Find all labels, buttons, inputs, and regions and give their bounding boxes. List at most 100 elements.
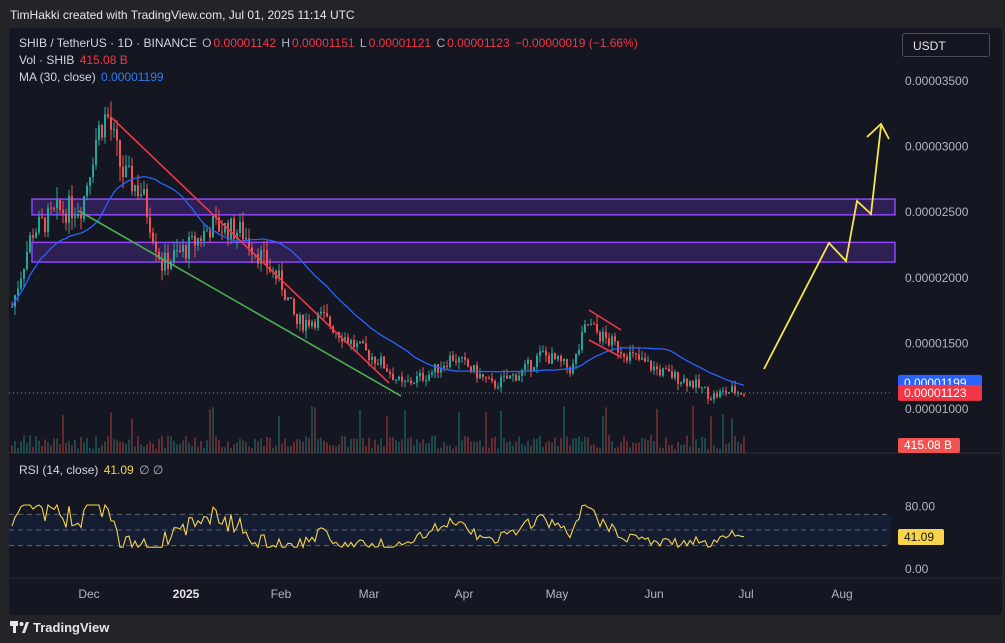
volume-bar <box>257 441 259 453</box>
volume-bar <box>437 448 439 453</box>
candle-body <box>260 250 262 264</box>
candle-body <box>674 372 676 379</box>
volume-bar <box>146 444 148 453</box>
candle-body <box>509 375 511 379</box>
volume-bar <box>662 448 664 453</box>
rsi-value: 41.09 <box>103 463 134 477</box>
low-label: L <box>359 36 367 50</box>
volume-bar <box>584 436 586 453</box>
candle-body <box>665 368 667 370</box>
volume-bar <box>329 445 331 453</box>
chart-frame[interactable]: 0.00003500 0.00003000 0.00002500 0.00002000… <box>9 28 1002 615</box>
candle-body <box>425 380 427 382</box>
candle-body <box>458 357 460 363</box>
candle-body <box>104 114 106 138</box>
candle-body <box>587 324 589 326</box>
volume-bar <box>182 440 184 453</box>
candle-body <box>74 216 76 219</box>
volume-bar <box>224 447 226 453</box>
volume-bar <box>209 409 211 453</box>
volume-bar <box>389 436 391 453</box>
candle-body <box>593 323 595 325</box>
candle-body <box>314 321 316 328</box>
candle-body <box>551 353 553 364</box>
candle-body <box>659 369 661 376</box>
candle-body <box>206 230 208 232</box>
candle-body <box>107 114 109 117</box>
candle-body <box>392 373 394 381</box>
volume-bar <box>650 435 652 453</box>
volume-bar <box>704 438 706 453</box>
candle-body <box>542 350 544 352</box>
candle-body <box>308 319 310 327</box>
candle-body <box>26 251 28 270</box>
volume-bar <box>575 438 577 453</box>
candle-body <box>200 238 202 241</box>
volume-bar <box>572 438 574 453</box>
volume-bar <box>587 437 589 453</box>
volume-bar <box>422 439 424 453</box>
close-label: C <box>436 36 446 50</box>
candle-body <box>212 216 214 238</box>
candle-body <box>530 359 532 371</box>
volume-bar <box>569 445 571 453</box>
candle-body <box>491 378 493 381</box>
volume-bar <box>617 447 619 453</box>
candle-body <box>485 376 487 379</box>
volume-bar <box>350 439 352 453</box>
volume-bar <box>689 446 691 453</box>
candle-body <box>668 368 670 372</box>
symbol-title[interactable]: SHIB / TetherUS · 1D · BINANCE <box>19 36 197 50</box>
currency-button[interactable]: USDT <box>902 33 990 57</box>
volume-bar <box>644 438 646 453</box>
volume-bar <box>500 410 502 453</box>
candle-body <box>152 232 154 242</box>
volume-bar <box>686 435 688 453</box>
candle-body <box>287 297 289 301</box>
volume-bar <box>128 439 130 453</box>
candle-body <box>59 199 61 210</box>
volume-bar <box>668 445 670 453</box>
candle-body <box>677 372 679 384</box>
candle-body <box>638 354 640 360</box>
candle-body <box>419 372 421 377</box>
volume-bar <box>518 436 520 453</box>
volume-bar <box>77 448 79 453</box>
candle-body <box>299 315 301 324</box>
volume-bar <box>419 443 421 453</box>
volume-bar <box>371 447 373 453</box>
support-trendline <box>78 210 402 397</box>
candle-body <box>179 250 181 252</box>
candle-body <box>521 370 523 376</box>
attribution-bar: TimHakki created with TradingView.com, J… <box>0 0 1005 28</box>
candle-body <box>680 382 682 384</box>
short-support-line <box>588 339 622 358</box>
volume-bar <box>278 415 280 453</box>
candle-body <box>38 216 40 233</box>
candle-body <box>467 359 469 367</box>
volume-legend[interactable]: Vol · SHIB 415.08 B <box>19 53 130 67</box>
volume-bar <box>488 447 490 453</box>
volume-bar <box>41 445 43 453</box>
volume-bar <box>482 447 484 453</box>
candle-body <box>629 352 631 361</box>
volume-bar <box>365 446 367 453</box>
ma-legend[interactable]: MA (30, close) 0.00001199 <box>19 70 166 84</box>
candle-body <box>710 398 712 400</box>
candle-body <box>722 390 724 392</box>
volume-bar <box>212 407 214 453</box>
candle-body <box>422 372 424 381</box>
candle-body <box>17 288 19 296</box>
volume-bar <box>641 437 643 453</box>
volume-bar <box>431 435 433 453</box>
attribution-text: TimHakki created with TradingView.com, J… <box>10 8 355 22</box>
volume-bar <box>374 439 376 453</box>
candle-body <box>167 252 169 269</box>
candle-body <box>626 356 628 361</box>
volume-bar <box>710 416 712 453</box>
volume-bar <box>356 438 358 453</box>
chart-canvas[interactable]: 0.00003500 0.00003000 0.00002500 0.00002000… <box>9 28 1002 615</box>
volume-bar <box>116 440 118 453</box>
volume-bar <box>506 442 508 453</box>
rsi-legend[interactable]: RSI (14, close) 41.09 ∅ ∅ <box>19 463 165 477</box>
